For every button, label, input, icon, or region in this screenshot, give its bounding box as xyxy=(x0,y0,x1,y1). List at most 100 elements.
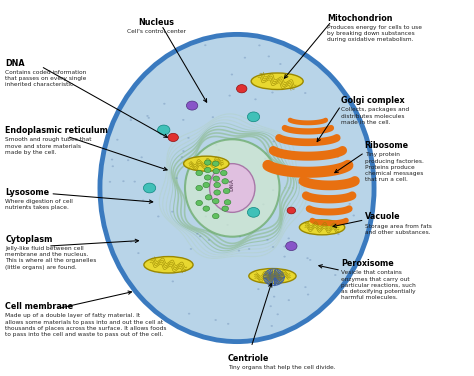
Text: Produces energy for cells to use
by breaking down substances
during oxidative me: Produces energy for cells to use by brea… xyxy=(327,25,422,42)
Text: Cell membrane: Cell membrane xyxy=(5,302,73,311)
Circle shape xyxy=(214,182,220,188)
Ellipse shape xyxy=(249,268,296,284)
Circle shape xyxy=(224,200,231,205)
Circle shape xyxy=(288,299,290,301)
Circle shape xyxy=(144,183,156,193)
Circle shape xyxy=(147,117,150,119)
Circle shape xyxy=(223,188,230,194)
Circle shape xyxy=(307,294,309,296)
Circle shape xyxy=(272,189,274,191)
Text: Contains coded information
that passes on every single
inherited characteristic.: Contains coded information that passes o… xyxy=(5,70,87,87)
Circle shape xyxy=(146,115,149,117)
Text: Vacuole: Vacuole xyxy=(365,212,400,221)
Circle shape xyxy=(290,82,292,84)
Circle shape xyxy=(273,141,275,143)
Text: Cytoplasm: Cytoplasm xyxy=(5,235,53,244)
Circle shape xyxy=(214,190,220,195)
Circle shape xyxy=(288,238,290,239)
Circle shape xyxy=(190,248,192,250)
Circle shape xyxy=(234,174,236,176)
Circle shape xyxy=(304,92,307,94)
Circle shape xyxy=(283,256,286,258)
Circle shape xyxy=(254,99,256,100)
Circle shape xyxy=(204,160,211,165)
Circle shape xyxy=(111,159,113,161)
Circle shape xyxy=(273,296,275,297)
Circle shape xyxy=(268,56,270,58)
Circle shape xyxy=(109,181,111,183)
Circle shape xyxy=(196,170,202,176)
Circle shape xyxy=(271,92,273,94)
Circle shape xyxy=(196,233,199,235)
Circle shape xyxy=(247,208,260,217)
Text: Mitochondrion: Mitochondrion xyxy=(327,14,392,23)
Circle shape xyxy=(238,250,240,252)
Circle shape xyxy=(271,81,273,83)
Circle shape xyxy=(140,156,143,158)
Circle shape xyxy=(212,214,219,219)
Ellipse shape xyxy=(210,164,255,212)
Circle shape xyxy=(130,241,132,243)
Text: Ribosome: Ribosome xyxy=(365,141,409,150)
Circle shape xyxy=(187,137,190,139)
Text: Golgi complex: Golgi complex xyxy=(341,96,405,105)
Circle shape xyxy=(207,159,209,161)
Text: Collects, packages and
distributes molecules
made in the cell.: Collects, packages and distributes molec… xyxy=(341,108,409,125)
Circle shape xyxy=(306,257,309,259)
Circle shape xyxy=(208,239,210,241)
Text: Centriole: Centriole xyxy=(228,353,269,362)
Circle shape xyxy=(212,201,214,203)
Circle shape xyxy=(304,286,307,288)
Circle shape xyxy=(215,209,218,211)
Ellipse shape xyxy=(183,156,229,171)
Circle shape xyxy=(286,241,297,250)
Circle shape xyxy=(199,235,201,237)
Text: Made up of a double layer of fatty material. It
allows some materials to pass in: Made up of a double layer of fatty mater… xyxy=(5,314,167,337)
Circle shape xyxy=(270,305,272,307)
Circle shape xyxy=(239,236,241,238)
Circle shape xyxy=(213,176,219,181)
Circle shape xyxy=(271,325,273,327)
Circle shape xyxy=(203,206,210,211)
Text: Vesicle that contains
enzymes that carry out
particular reactions, such
as detox: Vesicle that contains enzymes that carry… xyxy=(341,270,416,300)
Text: Nucleus: Nucleus xyxy=(139,18,174,27)
Circle shape xyxy=(111,165,114,167)
Circle shape xyxy=(196,200,202,206)
Text: DNA: DNA xyxy=(5,59,25,68)
Circle shape xyxy=(214,319,217,321)
Circle shape xyxy=(276,313,279,315)
Circle shape xyxy=(182,150,184,152)
Circle shape xyxy=(244,57,246,59)
Circle shape xyxy=(213,168,219,174)
Circle shape xyxy=(203,182,210,188)
Circle shape xyxy=(248,248,250,250)
Circle shape xyxy=(228,95,231,97)
Circle shape xyxy=(210,183,212,185)
Circle shape xyxy=(222,179,228,184)
Circle shape xyxy=(241,209,244,211)
Circle shape xyxy=(205,215,207,217)
Text: Where digestion of cell
nutrients takes place.: Where digestion of cell nutrients takes … xyxy=(5,199,73,211)
Ellipse shape xyxy=(300,220,345,235)
Text: Lysosome: Lysosome xyxy=(5,188,50,197)
Circle shape xyxy=(337,233,340,235)
Circle shape xyxy=(299,153,301,155)
Ellipse shape xyxy=(144,256,193,273)
Circle shape xyxy=(157,125,170,135)
Circle shape xyxy=(204,44,207,46)
Text: Endoplasmic reticulum: Endoplasmic reticulum xyxy=(5,126,108,135)
Circle shape xyxy=(157,215,160,217)
Text: Cell's control center: Cell's control center xyxy=(127,29,186,34)
Circle shape xyxy=(142,199,144,201)
Circle shape xyxy=(287,207,296,214)
Circle shape xyxy=(163,103,165,105)
Circle shape xyxy=(185,268,187,270)
Circle shape xyxy=(204,167,211,173)
Circle shape xyxy=(237,85,247,93)
Circle shape xyxy=(130,119,132,121)
Circle shape xyxy=(348,203,351,205)
Circle shape xyxy=(181,156,183,158)
Circle shape xyxy=(283,246,286,247)
Circle shape xyxy=(247,112,260,122)
Circle shape xyxy=(196,174,199,176)
